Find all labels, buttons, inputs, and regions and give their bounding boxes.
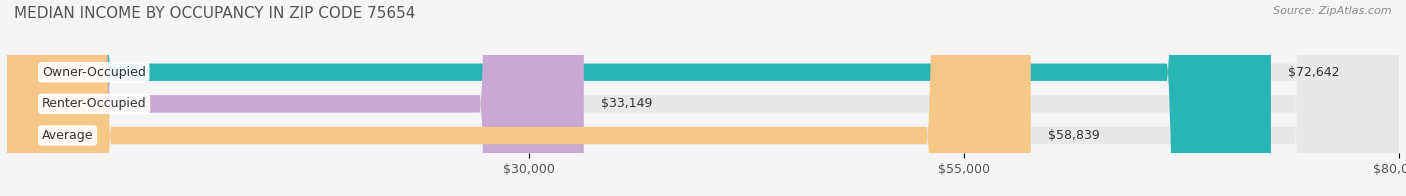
Text: Owner-Occupied: Owner-Occupied xyxy=(42,66,146,79)
Text: $58,839: $58,839 xyxy=(1049,129,1099,142)
FancyBboxPatch shape xyxy=(7,0,1271,196)
Text: $72,642: $72,642 xyxy=(1288,66,1340,79)
Text: Source: ZipAtlas.com: Source: ZipAtlas.com xyxy=(1274,6,1392,16)
Text: Average: Average xyxy=(42,129,93,142)
FancyBboxPatch shape xyxy=(7,0,1399,196)
FancyBboxPatch shape xyxy=(7,0,1399,196)
Text: $33,149: $33,149 xyxy=(602,97,652,110)
FancyBboxPatch shape xyxy=(7,0,1031,196)
FancyBboxPatch shape xyxy=(7,0,583,196)
Text: Renter-Occupied: Renter-Occupied xyxy=(42,97,146,110)
FancyBboxPatch shape xyxy=(7,0,1399,196)
Text: MEDIAN INCOME BY OCCUPANCY IN ZIP CODE 75654: MEDIAN INCOME BY OCCUPANCY IN ZIP CODE 7… xyxy=(14,6,415,21)
